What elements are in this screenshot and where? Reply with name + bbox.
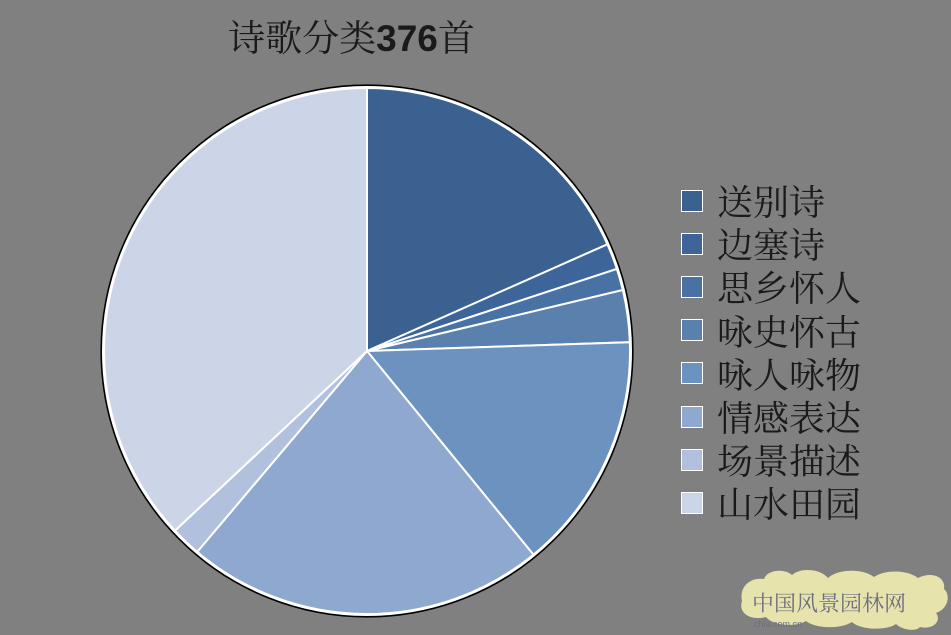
- svg-text:chla.com.cn: chla.com.cn: [754, 619, 802, 629]
- svg-text:中国风景园林网: 中国风景园林网: [752, 587, 906, 618]
